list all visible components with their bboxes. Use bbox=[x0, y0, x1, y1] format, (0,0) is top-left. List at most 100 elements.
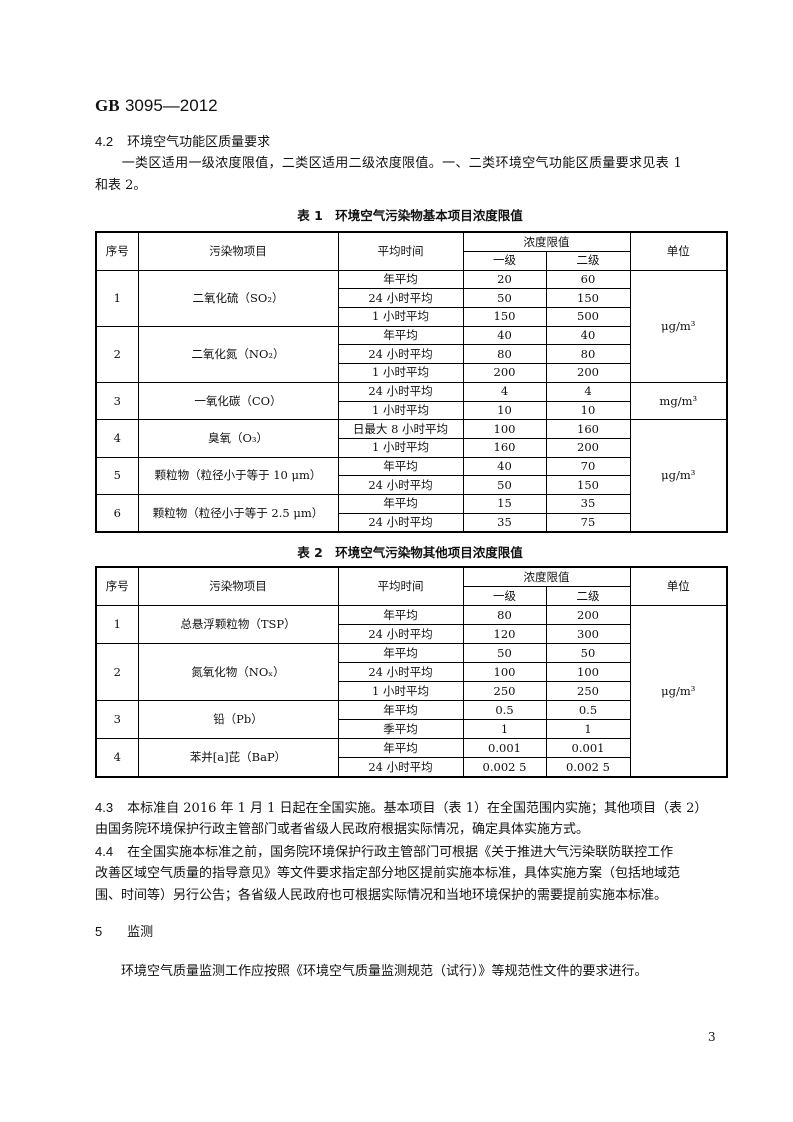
averaging-period: 年平均 bbox=[337, 643, 464, 663]
grade2-limit: 200 bbox=[545, 605, 631, 625]
grade2-limit: 300 bbox=[545, 624, 631, 644]
row-number: 3 bbox=[95, 381, 139, 421]
averaging-period: 日最大 8 小时平均 bbox=[337, 419, 464, 439]
unit-cell: mg/m³ bbox=[629, 381, 728, 421]
averaging-period: 24 小时平均 bbox=[337, 381, 464, 402]
averaging-period: 24 小时平均 bbox=[337, 288, 464, 309]
averaging-period: 年平均 bbox=[337, 493, 464, 514]
pollutant-name: 颗粒物（粒径小于等于 2.5 μm） bbox=[137, 493, 339, 533]
grade1-limit: 250 bbox=[462, 681, 547, 701]
table-row: 1 总悬浮颗粒物（TSP） 年平均 80 200 μg/m³ bbox=[95, 605, 728, 778]
section-4-4: 4.4 在全国实施本标准之前，国务院环境保护行政主管部门可根据《关于推进大气污染… bbox=[95, 841, 725, 864]
row-number: 1 bbox=[95, 269, 139, 327]
grade2-limit: 150 bbox=[545, 475, 631, 495]
header-cell: 浓度限值 bbox=[462, 566, 631, 587]
table1-title: 表 1 环境空气污染物基本项目浓度限值 bbox=[297, 208, 523, 223]
grade1-limit: 50 bbox=[462, 643, 547, 663]
table-row: 24 小时平均 80 80 bbox=[96, 344, 727, 365]
grade2-limit: 250 bbox=[545, 681, 631, 701]
header-cell: 二级 bbox=[545, 251, 631, 271]
row-number: 3 bbox=[95, 700, 139, 739]
averaging-period: 1 小时平均 bbox=[337, 307, 464, 327]
standard-number: 3095—2012 bbox=[124, 96, 218, 115]
section-title: 监测 bbox=[127, 925, 154, 940]
grade1-limit: 15 bbox=[462, 493, 547, 514]
grade1-limit: 40 bbox=[462, 325, 547, 346]
table-header-row: 一级 二级 bbox=[96, 586, 727, 606]
table-row: 1 小时平均 250 250 bbox=[96, 681, 727, 701]
grade1-limit: 80 bbox=[462, 344, 547, 365]
paragraph-line: 环境空气质量监测工作应按照《环境空气质量监测规范（试行）》等规范性文件的要求进行… bbox=[95, 964, 648, 979]
grade2-limit: 200 bbox=[545, 363, 631, 383]
grade1-limit: 160 bbox=[462, 437, 547, 458]
grade1-limit: 150 bbox=[462, 307, 547, 327]
table1: 序号 污染物项目 平均时间 浓度限值 单位 一级 二级 1 二氧化硫（SO₂） 年平均 20 60 μg… bbox=[95, 231, 728, 534]
standard-code: GB bbox=[95, 96, 120, 115]
grade2-limit: 500 bbox=[545, 307, 631, 327]
averaging-period: 24 小时平均 bbox=[337, 512, 464, 533]
averaging-period: 年平均 bbox=[337, 325, 464, 346]
grade2-limit: 0.5 bbox=[545, 700, 631, 720]
section-number: 4.3 bbox=[95, 800, 114, 815]
table-row: 2 二氧化氮（NO₂） 年平均 40 40 bbox=[95, 325, 727, 383]
averaging-period: 年平均 bbox=[337, 269, 464, 290]
grade2-limit: 40 bbox=[545, 325, 631, 346]
grade2-limit: 0.002 5 bbox=[545, 757, 631, 778]
table-row: 3 一氧化碳（CO） 24 小时平均 4 4 mg/m³ bbox=[95, 381, 728, 421]
averaging-period: 年平均 bbox=[337, 456, 464, 477]
averaging-period: 24 小时平均 bbox=[337, 475, 464, 495]
section-number: 4.4 bbox=[95, 844, 114, 859]
table2-title: 表 2 环境空气污染物其他项目浓度限值 bbox=[297, 545, 523, 560]
table-row: 24 小时平均 100 100 bbox=[96, 662, 727, 682]
averaging-period: 季平均 bbox=[337, 719, 464, 739]
page-number: 3 bbox=[708, 1030, 716, 1044]
averaging-period: 1 小时平均 bbox=[337, 400, 464, 421]
grade1-limit: 50 bbox=[462, 475, 547, 495]
pollutant-name: 颗粒物（粒径小于等于 10 μm） bbox=[137, 456, 339, 495]
header-cell: 平均时间 bbox=[337, 566, 464, 606]
grade2-limit: 100 bbox=[545, 662, 631, 682]
averaging-period: 24 小时平均 bbox=[337, 757, 464, 778]
pollutant-name: 二氧化硫（SO₂） bbox=[137, 269, 339, 327]
averaging-period: 24 小时平均 bbox=[337, 344, 464, 365]
header-cell: 污染物项目 bbox=[137, 566, 339, 606]
section-4-3: 4.3 本标准自 2016 年 1 月 1 日起在全国实施。基本项目（表 1）在… bbox=[95, 797, 725, 820]
grade2-limit: 80 bbox=[545, 344, 631, 365]
paragraph-line: 一类区适用一级浓度限值，二类区适用二级浓度限值。一、二类环境空气功能区质量要求见… bbox=[95, 156, 683, 171]
grade1-limit: 120 bbox=[462, 624, 547, 644]
row-number: 5 bbox=[95, 456, 139, 495]
grade2-limit: 0.001 bbox=[545, 738, 631, 758]
unit-cell: μg/m³ bbox=[629, 419, 728, 533]
header-cell: 一级 bbox=[462, 586, 547, 606]
averaging-period: 年平均 bbox=[337, 738, 464, 758]
header-cell: 单位 bbox=[629, 566, 728, 606]
pollutant-name: 苯并[a]芘（BaP） bbox=[137, 738, 339, 778]
grade1-limit: 0.002 5 bbox=[462, 757, 547, 778]
grade1-limit: 20 bbox=[462, 269, 547, 290]
averaging-period: 年平均 bbox=[337, 605, 464, 625]
section-number: 5 bbox=[95, 924, 103, 939]
row-number: 2 bbox=[95, 325, 139, 383]
paragraph-line: 和表 2。 bbox=[95, 178, 147, 193]
grade1-limit: 4 bbox=[462, 381, 547, 402]
paragraph-line: 在全国实施本标准之前，国务院环境保护行政主管部门可根据《关于推进大气污染联防联控… bbox=[127, 845, 674, 860]
paragraph-line: 由国务院环境保护行政主管部门或者省级人民政府根据实际情况，确定具体实施方式。 bbox=[95, 822, 590, 837]
section-title: 环境空气功能区质量要求 bbox=[127, 135, 271, 150]
table-row: 1 二氧化硫（SO₂） 年平均 20 60 μg/m³ bbox=[95, 269, 728, 383]
grade2-limit: 70 bbox=[545, 456, 631, 477]
pollutant-name: 二氧化氮（NO₂） bbox=[137, 325, 339, 383]
grade2-limit: 60 bbox=[545, 269, 631, 290]
document-header: GB 3095—2012 bbox=[95, 96, 218, 116]
grade1-limit: 35 bbox=[462, 512, 547, 533]
pollutant-name: 总悬浮颗粒物（TSP） bbox=[137, 605, 339, 644]
averaging-period: 24 小时平均 bbox=[337, 662, 464, 682]
header-cell: 序号 bbox=[95, 231, 139, 271]
header-cell: 浓度限值 bbox=[462, 231, 631, 252]
header-cell: 平均时间 bbox=[337, 231, 464, 271]
table-row: 4 苯并[a]芘（BaP） 年平均 0.001 0.001 bbox=[95, 738, 727, 778]
grade2-limit: 50 bbox=[545, 643, 631, 663]
paragraph-line: 改善区域空气质量的指导意见》等文件要求指定部分地区提前实施本标准，具体实施方案（… bbox=[95, 866, 681, 881]
table2: 序号 污染物项目 平均时间 浓度限值 单位 一级 二级 1 总悬浮颗粒物（TSP） 年平均 80 20… bbox=[95, 566, 728, 778]
table-row: 24 小时平均 0.002 5 0.002 5 bbox=[96, 757, 727, 778]
unit-cell: μg/m³ bbox=[629, 605, 728, 778]
